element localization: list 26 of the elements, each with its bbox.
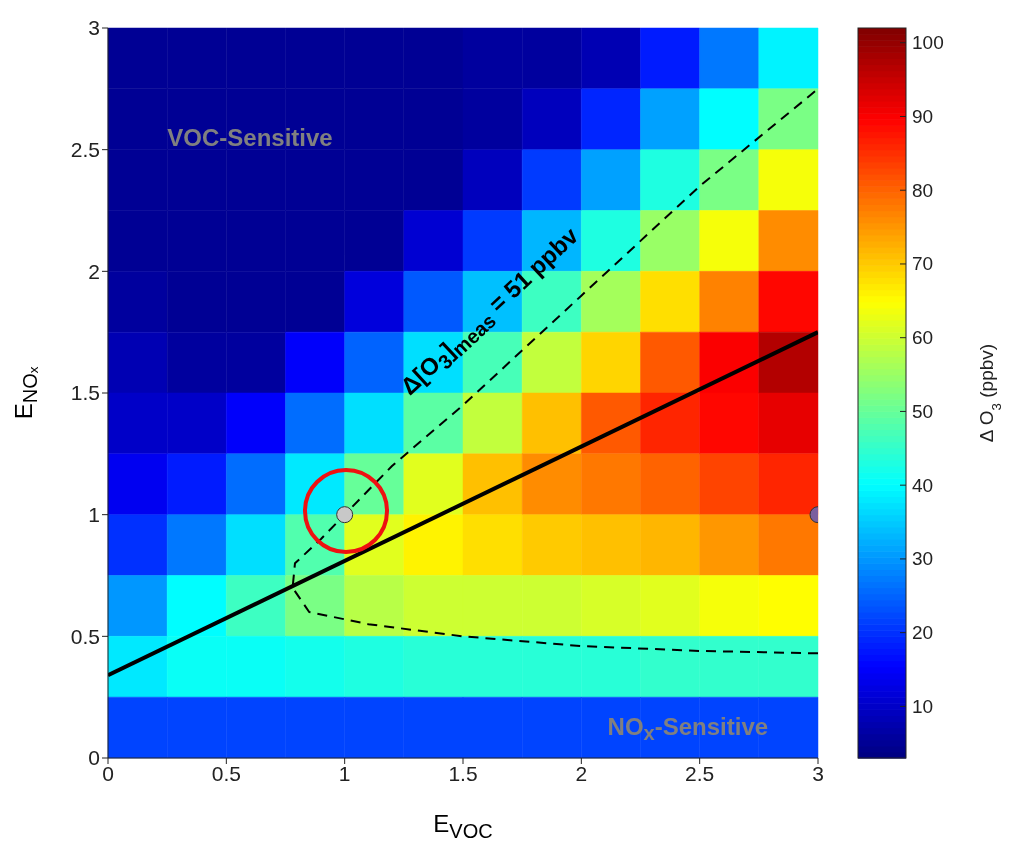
y-tick-label: 1 <box>88 503 100 527</box>
color-bar-label: 100 <box>912 32 944 54</box>
y-tick-label: 1.5 <box>70 381 100 405</box>
x-tick-label: 2 <box>575 761 588 785</box>
x-tick-label: 3 <box>812 761 824 785</box>
x-tick-label: 1.5 <box>448 761 478 785</box>
color-bar-label: 30 <box>912 548 934 570</box>
color-bar-label: 60 <box>912 327 934 349</box>
y-tick-label: 2.5 <box>70 138 100 162</box>
color-bar-label: 10 <box>912 695 934 717</box>
y-tick-label: 2 <box>88 259 100 283</box>
color-bar-label: 90 <box>912 105 934 127</box>
y-tick-label: 0 <box>88 746 100 770</box>
x-axis-title: E$_{VOC}$ <box>433 810 493 843</box>
color-bar-label: 50 <box>912 400 934 422</box>
x-tick-label: 0.5 <box>211 761 241 785</box>
color-bar-label: 70 <box>912 253 934 275</box>
x-tick-label: 1 <box>338 761 351 785</box>
y-tick-label: 3 <box>88 16 100 40</box>
y-tick-label: 0.5 <box>70 624 100 648</box>
color-bar-label: 20 <box>912 622 934 644</box>
color-bar-label: 80 <box>912 179 934 201</box>
color-bar-label: 40 <box>912 474 934 496</box>
x-tick-label: 2.5 <box>685 761 715 785</box>
annotation: NO$_{x}$-Sensitive <box>607 712 769 746</box>
annotation: VOC-Sensitive <box>167 123 333 152</box>
